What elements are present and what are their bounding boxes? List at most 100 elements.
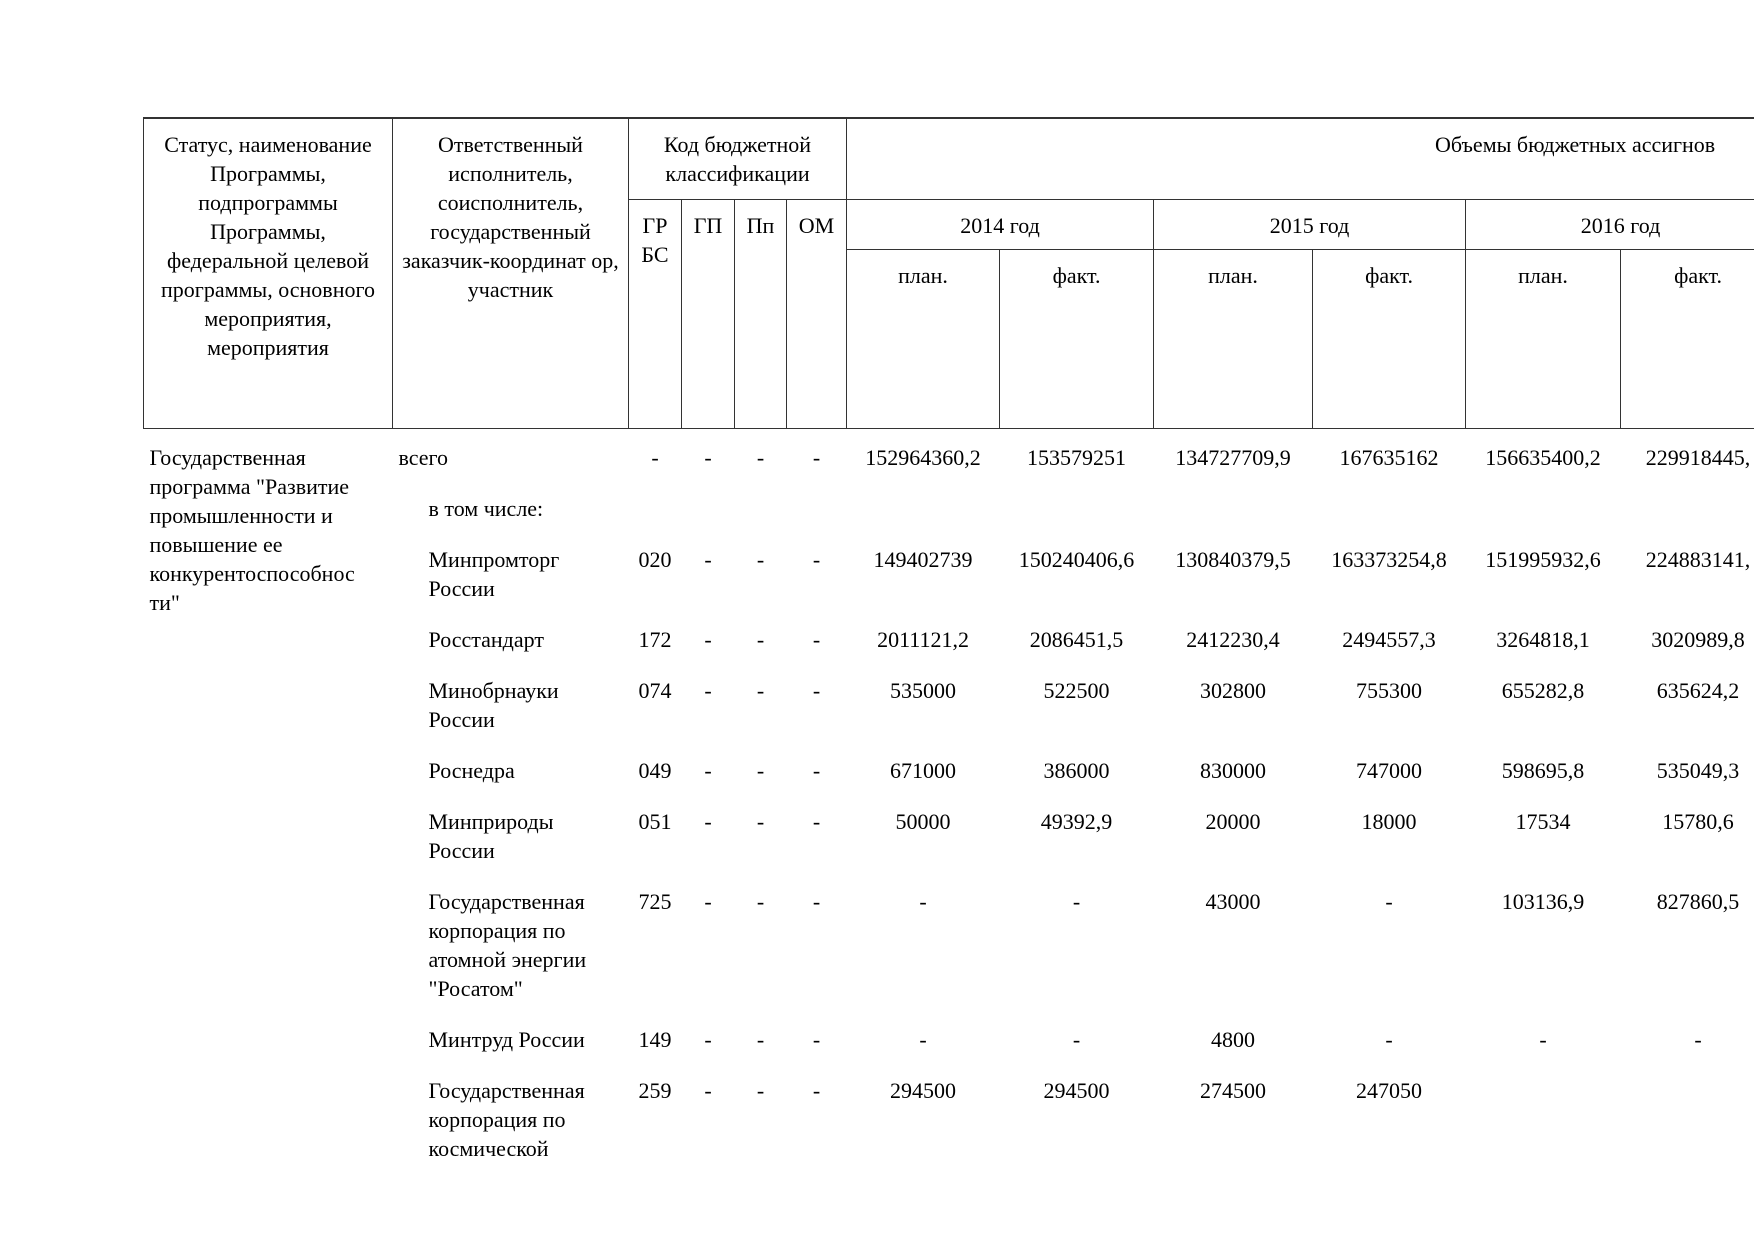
header-cell: ОМ bbox=[785, 198, 848, 429]
value: 635624,2 bbox=[1656, 677, 1740, 703]
header-cell: Код бюджетной классификации bbox=[627, 117, 848, 200]
header-row: ГР БС ГП Пп ОМ 2014 год 2015 год 2016 год bbox=[144, 198, 1754, 429]
header-cell: факт. bbox=[1620, 248, 1754, 429]
code: - bbox=[812, 626, 821, 652]
value: 755300 bbox=[1356, 677, 1423, 703]
code: - bbox=[651, 444, 659, 470]
code: - bbox=[704, 1077, 712, 1103]
value: 655282,8 bbox=[1501, 677, 1585, 703]
code: - bbox=[756, 626, 765, 652]
header-cell: Пп bbox=[734, 198, 787, 429]
executor: Государственная корпорация по космическо… bbox=[428, 1077, 585, 1161]
header-cell: план. bbox=[846, 248, 1001, 429]
code: - bbox=[812, 444, 821, 470]
value: 150240406,6 bbox=[1018, 546, 1135, 572]
value: - bbox=[1694, 1026, 1702, 1052]
value: 130840379,5 bbox=[1175, 546, 1291, 572]
value: 20000 bbox=[1205, 808, 1261, 834]
table-row: Государственная корпорация по атомной эн… bbox=[144, 878, 1754, 1016]
cell bbox=[682, 485, 735, 536]
value: 151995932,6 bbox=[1485, 546, 1601, 572]
code: 725 bbox=[638, 888, 672, 914]
code: - bbox=[756, 1077, 765, 1103]
code: - bbox=[704, 888, 712, 914]
value: 747000 bbox=[1356, 757, 1423, 783]
cell bbox=[1621, 485, 1754, 536]
header-cell: ГР БС bbox=[628, 198, 682, 429]
value: 134727709,9 bbox=[1175, 444, 1291, 470]
value: 50000 bbox=[895, 808, 951, 834]
executor: Росстандарт bbox=[428, 626, 544, 652]
value: 153579251 bbox=[1027, 444, 1127, 470]
code: - bbox=[704, 626, 712, 652]
header-cell: ГП bbox=[681, 198, 735, 429]
value: 17534 bbox=[1515, 808, 1571, 834]
value: 103136,9 bbox=[1501, 888, 1585, 914]
budget-table: Статус, наименование Программы, подпрогр… bbox=[143, 117, 1754, 1176]
code: - bbox=[704, 808, 712, 834]
value: - bbox=[1072, 888, 1081, 914]
header-cell: факт. bbox=[1312, 248, 1467, 429]
table-row: в том числе: bbox=[144, 485, 1754, 536]
cell bbox=[629, 485, 682, 536]
code: 049 bbox=[638, 757, 672, 783]
executor: Минпромторг России bbox=[428, 546, 560, 601]
header-cell: факт. bbox=[999, 248, 1155, 429]
value: 535049,3 bbox=[1656, 757, 1740, 783]
value: 3020989,8 bbox=[1651, 626, 1745, 652]
code: 020 bbox=[638, 546, 672, 572]
table-row: Минтруд России 149 - - - - - 4800 - - - bbox=[144, 1016, 1754, 1067]
code: - bbox=[704, 546, 712, 572]
code: - bbox=[812, 1077, 821, 1103]
value: 4800 bbox=[1211, 1026, 1256, 1052]
table-row: Росстандарт 172 - - - 2011121,2 2086451,5 24122… bbox=[144, 616, 1754, 667]
value: 43000 bbox=[1205, 888, 1261, 914]
executor: Минтруд России bbox=[428, 1026, 585, 1052]
value: 294500 bbox=[890, 1077, 957, 1103]
cell bbox=[1313, 485, 1466, 536]
table-row: Государственная программа "Развитие пром… bbox=[144, 428, 1754, 615]
value: 2494557,3 bbox=[1342, 626, 1436, 652]
code: - bbox=[704, 757, 712, 783]
value: - bbox=[1385, 1026, 1393, 1052]
table-row: Минприроды России 051 - - - 50000 49392,9 20000… bbox=[144, 798, 1754, 878]
value: 274500 bbox=[1200, 1077, 1267, 1103]
code: - bbox=[756, 444, 765, 470]
value: 229918445, bbox=[1645, 444, 1751, 470]
header-row: Статус, наименование Программы, подпрогр… bbox=[143, 117, 1754, 429]
value: 18000 bbox=[1361, 808, 1417, 834]
header-cell: 2014 год bbox=[846, 198, 1155, 250]
executor: Роснедра bbox=[428, 757, 515, 783]
code: - bbox=[756, 546, 765, 572]
table-row: Минобрнауки России 074 - - - 535000 522500 3028… bbox=[144, 667, 1754, 747]
value: 49392,9 bbox=[1040, 808, 1113, 834]
value: 224883141, bbox=[1645, 546, 1751, 572]
value: 386000 bbox=[1043, 757, 1110, 783]
code: - bbox=[812, 888, 821, 914]
value: 163373254,8 bbox=[1331, 546, 1447, 572]
cell bbox=[1466, 1067, 1621, 1176]
header-cell: 2015 год bbox=[1153, 198, 1467, 250]
table-row: Роснедра 049 - - - 671000 386000 830000 747000 59… bbox=[144, 747, 1754, 798]
value: 671000 bbox=[890, 757, 957, 783]
executor: Минобрнауки России bbox=[428, 677, 559, 732]
value: 2086451,5 bbox=[1029, 626, 1124, 652]
executor: Государственная корпорация по атомной эн… bbox=[428, 888, 587, 1001]
code: - bbox=[812, 546, 821, 572]
header-row: план. факт. план. факт. план. факт. bbox=[144, 248, 1754, 429]
header-cell: Объемы бюджетных ассигнов bbox=[846, 117, 1754, 200]
value: 247050 bbox=[1356, 1077, 1423, 1103]
value: 294500 bbox=[1043, 1077, 1110, 1103]
executor: в том числе: bbox=[428, 495, 544, 521]
value: - bbox=[1072, 1026, 1081, 1052]
table-row: Государственная корпорация по космическо… bbox=[144, 1067, 1754, 1176]
code: - bbox=[704, 677, 712, 703]
value: 535000 bbox=[890, 677, 957, 703]
value: 3264818,1 bbox=[1496, 626, 1590, 652]
value: 15780,6 bbox=[1662, 808, 1734, 834]
value: 302800 bbox=[1200, 677, 1267, 703]
code: 259 bbox=[638, 1077, 672, 1103]
program-name: Государственная программа "Развитие пром… bbox=[149, 444, 355, 615]
cell bbox=[1466, 485, 1621, 536]
